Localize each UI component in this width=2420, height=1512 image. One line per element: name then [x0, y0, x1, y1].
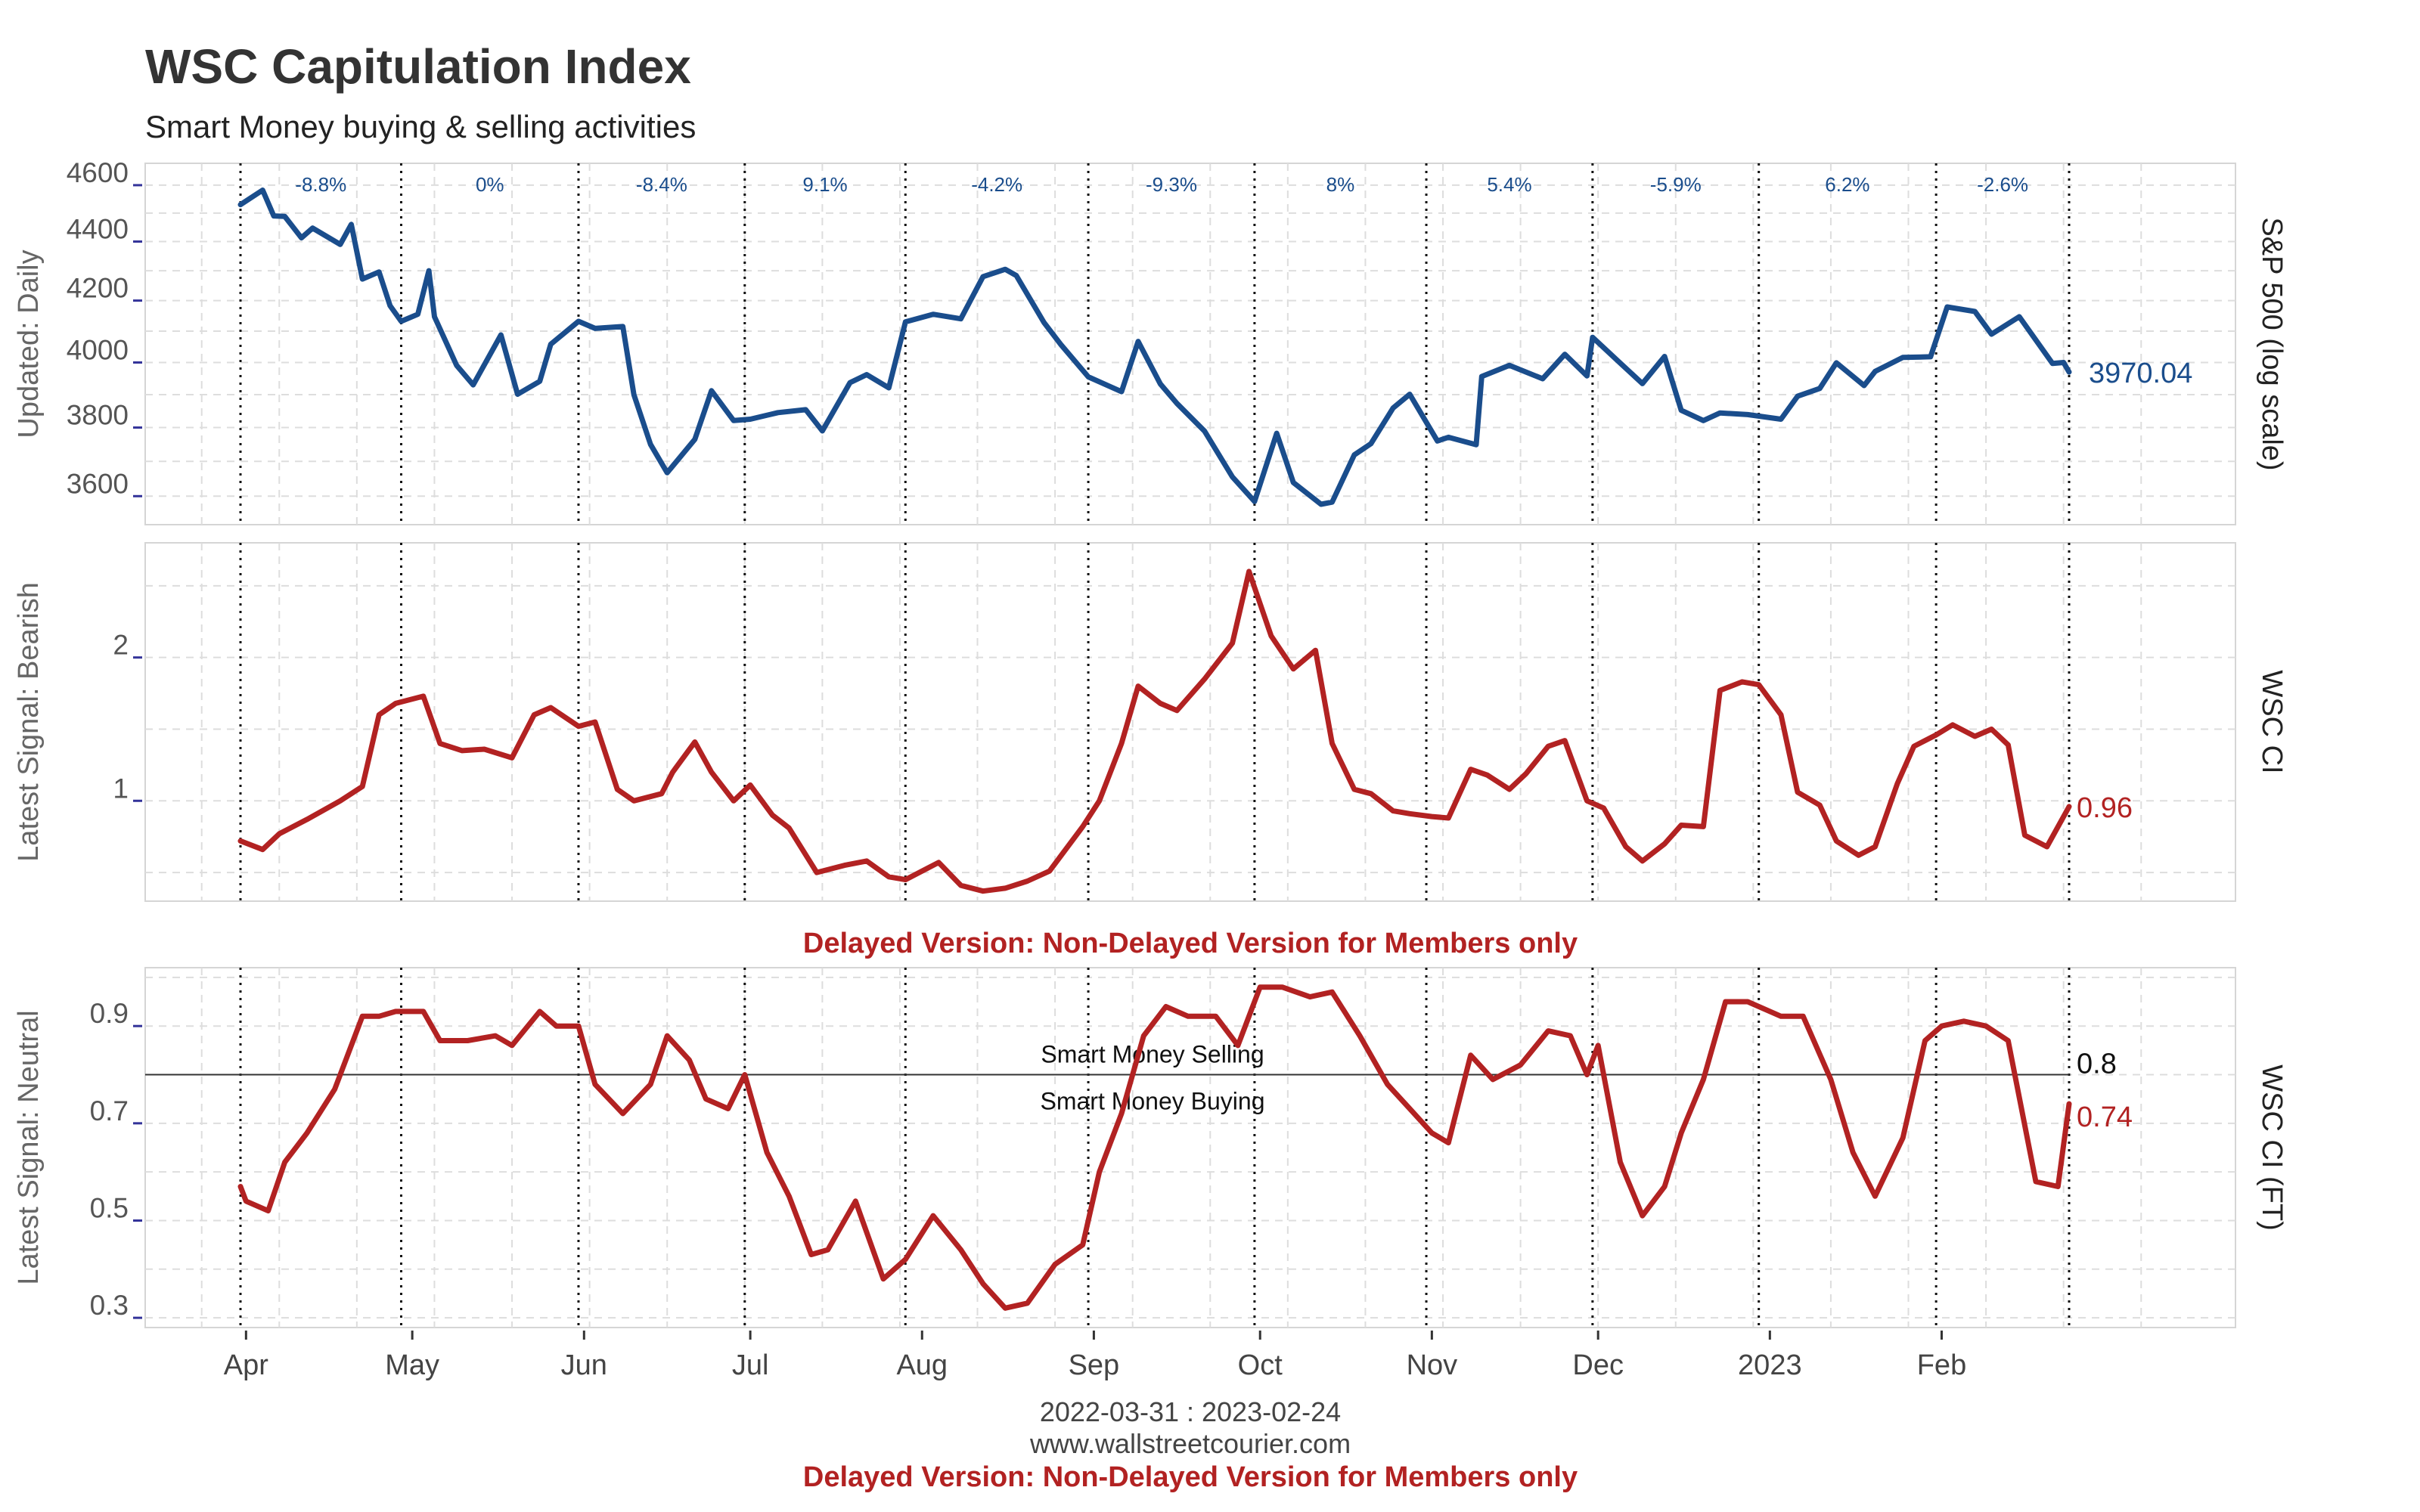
y-axis-label-right: WSC CI: [2256, 670, 2288, 773]
x-tick-label: Nov: [1407, 1349, 1458, 1381]
y-axis-label-left: Latest Signal: Neutral: [13, 1010, 45, 1284]
reference-label-buying: Smart Money Buying: [1040, 1088, 1264, 1115]
last-value-label: 0.96: [2077, 792, 2133, 824]
x-tick-label: 2023: [1738, 1349, 1802, 1381]
y-axis-label-left: Latest Signal: Bearish: [13, 582, 45, 862]
y-tick-label: 0.7: [90, 1095, 129, 1126]
panel-frame: [144, 163, 2236, 525]
month-change-label: 0%: [476, 173, 504, 196]
y-tick-label: 4400: [67, 214, 129, 245]
x-tick-label: Feb: [1917, 1349, 1966, 1381]
y-tick-label: 0.9: [90, 998, 129, 1029]
y-tick-label: 3600: [67, 468, 129, 499]
panel-frame: [144, 542, 2236, 902]
month-change-label: -8.4%: [636, 173, 687, 196]
reference-value-label: 0.8: [2077, 1049, 2117, 1080]
y-tick-label: 0.3: [90, 1290, 129, 1321]
x-tick-label: Jul: [732, 1349, 769, 1381]
last-value-label: 0.74: [2077, 1101, 2133, 1133]
y-axis-label-left: Updated: Daily: [13, 249, 45, 438]
x-tick-label: May: [385, 1349, 439, 1381]
month-change-label: -5.9%: [1650, 173, 1702, 196]
x-tick-label: Dec: [1572, 1349, 1624, 1381]
month-change-label: 5.4%: [1487, 173, 1531, 196]
y-tick-label: 4000: [67, 334, 129, 365]
y-tick-label: 4600: [67, 157, 129, 188]
ci-panel: 1 2 Latest Signal: Bearish WSC CI 0.96: [13, 542, 2288, 902]
ci-line: [237, 569, 2072, 894]
footer-date-range: 2022-03-31 : 2023-02-24: [1040, 1396, 1341, 1427]
footer-website: www.wallstreetcourier.com: [1029, 1428, 1351, 1459]
x-tick-label: Apr: [224, 1349, 268, 1381]
x-axis: Apr May Jun Jul Aug Sep Oct Nov Dec 2023 Feb: [224, 1331, 1966, 1381]
x-tick-label: Jun: [561, 1349, 607, 1381]
y-axis-label-right: WSC CI (FT): [2256, 1064, 2288, 1231]
reference-label-selling: Smart Money Selling: [1041, 1041, 1264, 1068]
month-change-label: 9.1%: [802, 173, 847, 196]
ci-ft-panel: 0.3 0.5 0.7 0.9 Latest Signal: Neutral WSC CI…: [13, 967, 2288, 1328]
last-value-label: 3970.04: [2089, 358, 2192, 389]
month-change-label: 6.2%: [1825, 173, 1869, 196]
x-tick-label: Oct: [1238, 1349, 1283, 1381]
y-tick-label: 3800: [67, 400, 129, 431]
sp500-line: [237, 187, 2072, 507]
panel-frame: [144, 967, 2236, 1328]
x-tick-label: Aug: [896, 1349, 948, 1381]
sp500-panel: 3600 3800 4000 4200 4400 4600 Updated: Daily S&…: [13, 157, 2288, 525]
month-change-label: -2.6%: [1977, 173, 2028, 196]
footer-notice: Delayed Version: Non-Delayed Version for…: [803, 1461, 1578, 1493]
delayed-notice: Delayed Version: Non-Delayed Version for…: [803, 928, 1578, 959]
y-tick-label: 0.5: [90, 1192, 129, 1223]
x-tick-label: Sep: [1069, 1349, 1120, 1381]
month-change-label: -9.3%: [1146, 173, 1197, 196]
y-tick-label: 1: [113, 773, 129, 804]
month-change-label: 8%: [1326, 173, 1355, 196]
chart-title: WSC Capitulation Index: [145, 39, 691, 94]
chart-panels: 3600 3800 4000 4200 4400 4600 Updated: Daily S&…: [13, 157, 2288, 1328]
y-tick-label: 4200: [67, 273, 129, 304]
month-change-label: -4.2%: [971, 173, 1022, 196]
ci-line: [237, 984, 2072, 1311]
month-change-label: -8.8%: [295, 173, 346, 196]
chart-subtitle: Smart Money buying & selling activities: [145, 109, 696, 144]
y-tick-label: 2: [113, 630, 129, 661]
y-axis-label-right: S&P 500 (log scale): [2256, 217, 2288, 470]
